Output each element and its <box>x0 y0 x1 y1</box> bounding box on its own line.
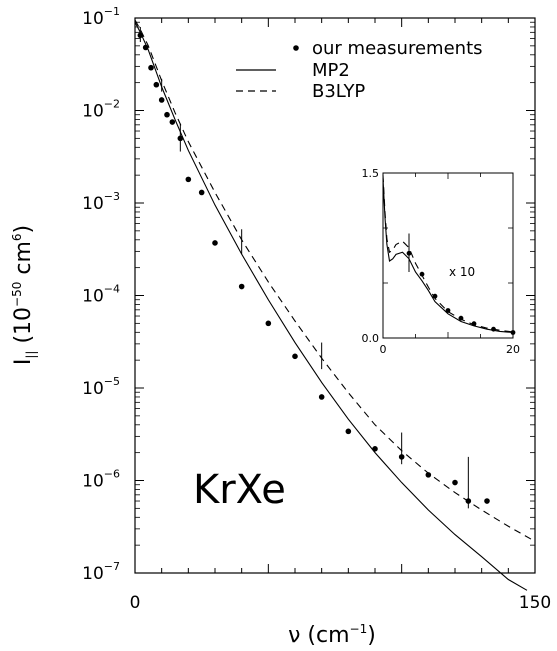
y-tick-label: 10−6 <box>82 468 120 492</box>
y-tick-label: 10−5 <box>82 375 120 399</box>
inset-x-tick-label: 0 <box>380 343 387 356</box>
data-point <box>425 472 432 478</box>
inset-mp2-curve <box>382 178 514 334</box>
x-axis-label-sup: −1 <box>350 622 368 636</box>
data-point <box>169 119 176 125</box>
y-tick-label: 10−2 <box>82 98 120 122</box>
inset-data-point <box>406 250 412 256</box>
y-tick-label: 10−1 <box>82 5 120 29</box>
legend-label-b3lyp: B3LYP <box>312 81 365 102</box>
inset-axis-ticks: 0 20 0.0 1.5 <box>362 167 521 356</box>
data-point <box>164 111 170 118</box>
mp2-curve <box>134 21 528 591</box>
inset-chart: 0 20 0.0 1.5 x 10 <box>362 167 521 356</box>
x-tick-label: 0 <box>130 593 141 613</box>
legend-label-mp2: MP2 <box>312 60 350 81</box>
data-point <box>318 394 325 400</box>
data-point <box>198 189 205 196</box>
data-point <box>177 135 184 142</box>
x-axis-label: ν (cm−1) <box>288 622 376 648</box>
data-point <box>212 240 218 246</box>
data-point <box>158 97 165 103</box>
inset-y-tick-label: 0.0 <box>362 332 380 345</box>
y-axis-label-tail: ) <box>11 225 36 234</box>
y-axis-label-main: I <box>11 359 36 366</box>
b3lyp-curve <box>134 19 536 542</box>
compound-annotation: KrXe <box>193 467 286 513</box>
y-tick-label: 10−4 <box>82 283 120 307</box>
data-point <box>148 64 154 71</box>
legend-marker-measurements <box>293 45 299 51</box>
y-axis-label-sup2: 6 <box>10 233 24 241</box>
inset-plot-area <box>382 175 516 335</box>
y-axis-label-unit: cm <box>11 241 36 282</box>
y-axis-label-sup: −50 <box>10 282 24 307</box>
data-point <box>265 320 272 327</box>
data-point <box>484 498 490 504</box>
y-tick-label: 10−3 <box>82 190 120 214</box>
data-point <box>452 479 458 486</box>
y-axis-label-sub: || <box>24 351 38 359</box>
y-axis-label-mid: (10 <box>11 307 36 351</box>
x-axis-label-tail: ) <box>367 623 376 648</box>
y-tick-label: 10−7 <box>82 560 120 584</box>
x-axis-ticks: 0 150 <box>130 18 551 613</box>
data-point <box>292 353 298 360</box>
inset-x-tick-label: 20 <box>506 343 520 356</box>
y-axis-ticks: 10−1 10−2 10−3 10−4 10−5 10−6 10−7 <box>82 5 535 584</box>
data-point <box>185 176 192 183</box>
data-point <box>398 454 405 460</box>
data-point <box>345 428 352 435</box>
inset-y-tick-label: 1.5 <box>362 167 380 180</box>
y-axis-label: I|| (10−50 cm6) <box>10 225 38 365</box>
inset-b3lyp-curve <box>382 175 514 333</box>
legend: our measurements MP2 B3LYP <box>236 38 483 102</box>
inset-annotation: x 10 <box>449 265 475 279</box>
data-point <box>238 283 245 290</box>
legend-label-measurements: our measurements <box>312 38 483 59</box>
x-tick-label: 150 <box>519 593 551 613</box>
data-point <box>153 81 160 88</box>
x-axis-label-main: ν (cm <box>288 623 349 648</box>
main-plot-area <box>134 19 536 591</box>
